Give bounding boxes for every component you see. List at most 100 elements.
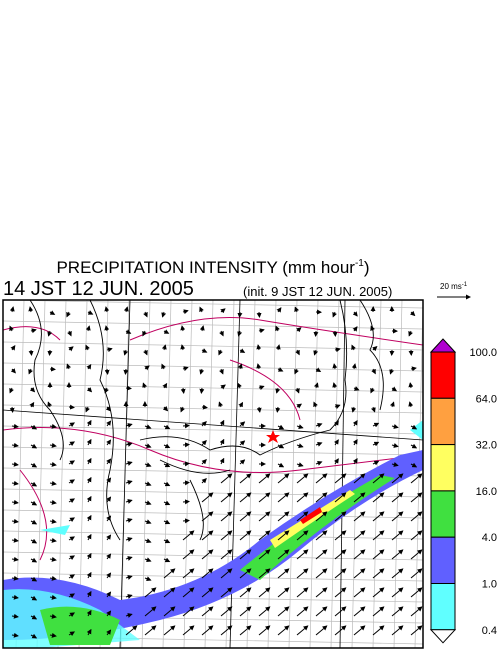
wind-arrow [353, 473, 366, 484]
wind-arrow [239, 348, 246, 353]
wind-arrow [11, 556, 19, 562]
wind-arrow [163, 625, 176, 636]
wind-arrow [315, 492, 328, 503]
wind-arrow [180, 344, 186, 351]
wind-arrow [239, 606, 252, 617]
wind-arrow [334, 473, 347, 484]
wind-arrow [182, 309, 189, 315]
wind-arrow [106, 629, 112, 636]
wind-arrow [391, 424, 399, 429]
wind-arrow [182, 625, 195, 636]
wind-arrow [370, 387, 375, 394]
wind-arrow [258, 530, 271, 541]
wind-arrow [49, 575, 57, 581]
colorbar-over [429, 338, 457, 353]
wind-arrow [201, 404, 208, 410]
wind-arrow [49, 310, 56, 315]
wind-arrow [296, 403, 302, 409]
wind-arrow [258, 568, 271, 579]
wind-arrow [87, 310, 94, 315]
wind-arrow [277, 530, 290, 541]
wind-arrow [220, 492, 233, 503]
colorbar-label: 32.0 [476, 440, 497, 452]
wind-arrow [49, 480, 57, 486]
wind-arrow [277, 492, 290, 503]
wind-arrow [352, 457, 358, 465]
wind-arrow [125, 575, 133, 580]
wind-arrow [86, 552, 92, 560]
wind-arrow [296, 625, 309, 636]
wind-arrow [68, 422, 75, 428]
wind-arrow [410, 310, 416, 317]
wind-arrow [182, 568, 195, 579]
wind-arrow [86, 514, 92, 522]
wind-arrow [49, 461, 57, 467]
wind-arrow [161, 311, 167, 318]
wind-arrow [372, 606, 385, 617]
wind-arrow [258, 625, 271, 636]
wind-arrow [47, 330, 53, 337]
wind-arrow [220, 384, 226, 390]
wind-arrow [106, 458, 112, 465]
wind-arrow [30, 328, 37, 334]
wind-arrow [219, 419, 225, 427]
wind-arrow [86, 590, 92, 598]
wind-arrow [161, 363, 166, 370]
wind-arrow [105, 406, 111, 412]
wind-arrow [143, 311, 148, 318]
wind-arrow [352, 438, 358, 446]
wind-arrow [372, 441, 380, 447]
wind-arrow [315, 587, 328, 598]
wind-arrow [163, 424, 171, 430]
wind-arrow [86, 609, 92, 617]
wind-arrow [142, 330, 147, 337]
wind-arrow [201, 439, 207, 446]
wind-arrow [125, 329, 132, 334]
colorbar-segment [430, 444, 456, 492]
wind-arrow [144, 557, 152, 563]
wind-arrow [10, 345, 16, 351]
wind-arrow [372, 587, 385, 598]
wind-arrow [296, 568, 309, 579]
wind-arrow [106, 610, 112, 617]
wind-arrow [182, 549, 195, 560]
wind-arrow [410, 443, 418, 449]
wind-arrow [66, 363, 72, 370]
wind-arrow [86, 387, 93, 393]
wind-arrow [11, 480, 19, 486]
wind-arrow [275, 344, 281, 351]
wind-arrow [275, 387, 281, 394]
wind-arrow [182, 530, 195, 541]
wind-arrow [277, 549, 290, 560]
wind-arrow [125, 461, 133, 466]
wind-arrow [28, 368, 33, 375]
wind-arrow [125, 556, 133, 561]
wind-arrow [11, 518, 19, 524]
wind-arrow [296, 473, 309, 484]
wind-arrow [410, 568, 423, 579]
wind-arrow [106, 477, 112, 484]
wind-arrow [180, 387, 186, 394]
wind-arrow [144, 519, 152, 525]
wind-arrow [106, 591, 112, 598]
wind-arrow [30, 595, 38, 601]
wind-arrow [201, 420, 207, 427]
wind-arrow [125, 625, 138, 636]
wind-arrow [334, 587, 347, 598]
wind-arrow [296, 492, 309, 503]
wind-arrow [391, 568, 404, 579]
colorbar-segment [430, 536, 456, 585]
wind-arrow [11, 613, 19, 619]
wind-arrow [49, 537, 57, 543]
wind-arrow [106, 515, 112, 522]
wind-arrow [49, 613, 57, 619]
wind-arrow [353, 386, 360, 391]
wind-arrow [68, 612, 75, 618]
wind-arrow [125, 480, 133, 485]
wind-arrow [410, 473, 423, 484]
grid-line [141, 300, 151, 648]
wind-arrow [353, 530, 366, 541]
wind-arrow [11, 632, 19, 638]
wind-arrow [49, 556, 57, 562]
wind-arrow [370, 406, 376, 413]
